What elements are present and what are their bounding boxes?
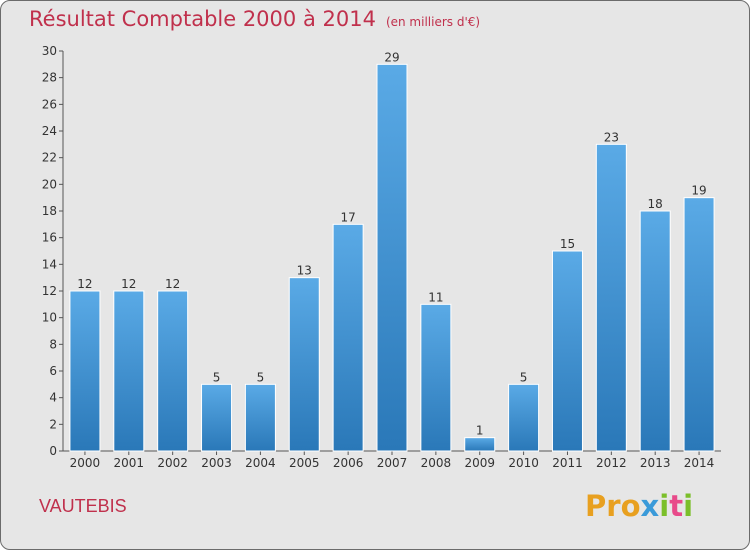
chart-subtitle: (en milliers d'€): [385, 15, 481, 29]
x-tick-label-2014: 2014: [684, 456, 715, 470]
data-label-2003: 5: [213, 370, 221, 384]
bar-2010: [508, 383, 540, 452]
x-tick-label-2006: 2006: [333, 456, 364, 470]
data-label-2010: 5: [520, 370, 528, 384]
bar-2002: [157, 290, 189, 452]
brand-letter: r: [606, 489, 621, 523]
x-tick-label-2013: 2013: [640, 456, 671, 470]
brand-letter: o: [620, 489, 641, 523]
x-tick-label-2005: 2005: [289, 456, 320, 470]
data-label-2011: 15: [560, 237, 575, 251]
x-tick-label-2008: 2008: [421, 456, 452, 470]
y-tick-label: 20: [42, 177, 57, 191]
y-tick-label: 22: [42, 151, 57, 165]
brand-letter: t: [669, 489, 684, 523]
data-label-2002: 12: [165, 277, 180, 291]
bar-2012: [595, 143, 627, 452]
y-tick-label: 6: [49, 364, 57, 378]
y-tick-label: 4: [49, 391, 57, 405]
chart-title: Résultat Comptable 2000 à 2014 (en millie…: [29, 7, 480, 31]
bar-2003: [201, 383, 233, 452]
bar-2014: [683, 197, 715, 452]
brand-letter: i: [659, 489, 670, 523]
data-label-2009: 1: [476, 424, 484, 438]
y-tick-label: 26: [42, 97, 57, 111]
x-tick-label-2001: 2001: [114, 456, 145, 470]
y-tick-label: 8: [49, 337, 57, 351]
data-label-2004: 5: [257, 370, 265, 384]
y-tick-label: 2: [49, 417, 57, 431]
data-label-2013: 18: [648, 197, 663, 211]
bar-2005: [288, 277, 320, 452]
x-tick-label-2010: 2010: [508, 456, 539, 470]
data-label-2012: 23: [604, 130, 619, 144]
bar-2007: [376, 63, 408, 452]
brand-logo[interactable]: Proxiti: [585, 489, 693, 523]
data-label-2005: 13: [297, 264, 312, 278]
bar-2008: [420, 303, 452, 452]
x-tick-label-2012: 2012: [596, 456, 627, 470]
data-label-2007: 29: [384, 50, 399, 64]
chart-title-text: Résultat Comptable 2000 à 2014: [29, 7, 376, 31]
y-tick-label: 12: [42, 284, 57, 298]
x-tick-label-2011: 2011: [552, 456, 583, 470]
x-tick-label-2004: 2004: [245, 456, 276, 470]
y-tick-label: 28: [42, 71, 57, 85]
brand-letter: i: [683, 489, 694, 523]
x-tick-label-2003: 2003: [201, 456, 232, 470]
bar-2009: [464, 437, 496, 452]
y-tick-label: 18: [42, 204, 57, 218]
x-tick-label-2007: 2007: [377, 456, 408, 470]
x-tick-label-2002: 2002: [157, 456, 188, 470]
bar-2001: [113, 290, 145, 452]
brand-letter: x: [640, 489, 660, 523]
data-label-2014: 19: [691, 184, 706, 198]
y-tick-label: 10: [42, 311, 57, 325]
x-tick-label-2009: 2009: [464, 456, 495, 470]
data-label-2006: 17: [340, 210, 355, 224]
y-tick-label: 30: [42, 44, 57, 58]
data-label-2000: 12: [77, 277, 92, 291]
bar-2011: [551, 250, 583, 452]
commune-name: VAUTEBIS: [39, 496, 127, 516]
data-label-2008: 11: [428, 290, 443, 304]
x-tick-label-2000: 2000: [70, 456, 101, 470]
y-tick-label: 14: [42, 257, 57, 271]
data-label-2001: 12: [121, 277, 136, 291]
brand-letter: P: [585, 489, 607, 523]
y-tick-label: 24: [42, 124, 57, 138]
bar-2004: [244, 383, 276, 452]
bar-2013: [639, 210, 671, 452]
bar-2000: [69, 290, 101, 452]
y-tick-label: 0: [49, 444, 57, 458]
y-tick-label: 16: [42, 231, 57, 245]
bar-2006: [332, 223, 364, 452]
